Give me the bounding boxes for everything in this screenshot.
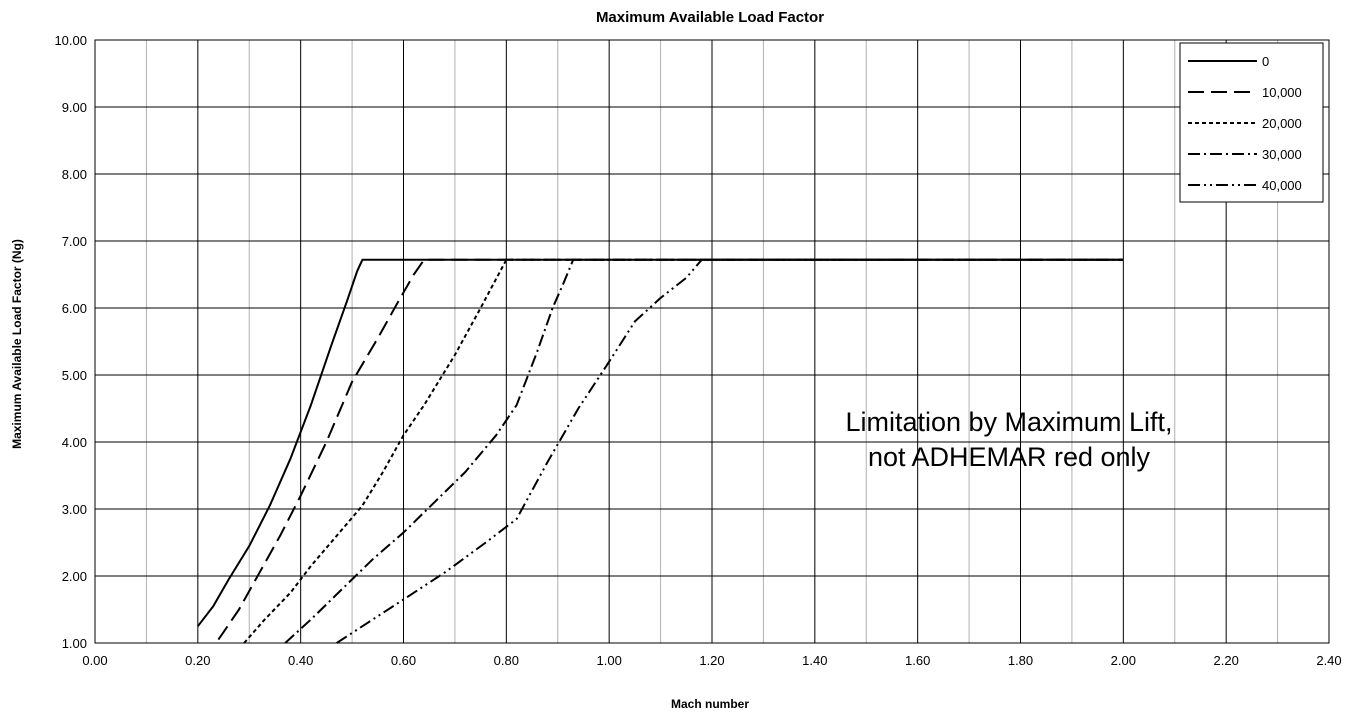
y-tick-labels: 1.00 2.00 3.00 4.00 5.00 6.00 7.00 8.00 9.00 10.0… <box>54 33 87 651</box>
plot-frame <box>94 39 1330 644</box>
legend-label: 40,000 <box>1262 178 1302 193</box>
x-axis-label: Mach number <box>671 697 749 711</box>
x-tick-label: 2.40 <box>1316 653 1341 668</box>
x-tick-label: 0.80 <box>494 653 519 668</box>
y-tick-label: 6.00 <box>62 301 87 316</box>
x-tick-label: 1.40 <box>802 653 827 668</box>
series-line-4 <box>284 258 1124 644</box>
legend: 0 10,000 20,000 30,000 40,000 <box>1179 42 1324 203</box>
series-line-2 <box>217 258 1124 641</box>
y-tick-label: 4.00 <box>62 435 87 450</box>
y-tick-label: 1.00 <box>62 636 87 651</box>
legend-label: 20,000 <box>1262 116 1302 131</box>
chart-title: Maximum Available Load Factor <box>596 9 824 26</box>
x-tick-label: 0.40 <box>288 653 313 668</box>
annotation-line-1: Limitation by Maximum Lift, <box>845 407 1172 437</box>
series-line-1 <box>197 258 1124 627</box>
x-tick-label: 0.60 <box>391 653 416 668</box>
grid-major <box>95 40 1329 643</box>
annotation: Limitation by Maximum Lift, not ADHEMAR … <box>845 407 1172 472</box>
x-tick-label: 1.00 <box>597 653 622 668</box>
series-line-5 <box>336 258 1124 644</box>
legend-label: 10,000 <box>1262 85 1302 100</box>
series-lines <box>197 258 1124 644</box>
x-tick-labels: 0.00 0.20 0.40 0.60 0.80 1.00 1.20 1.40 1.60 1.80… <box>82 653 1341 668</box>
x-tick-label: 2.20 <box>1214 653 1239 668</box>
x-tick-label: 0.00 <box>82 653 107 668</box>
x-tick-label: 1.60 <box>905 653 930 668</box>
y-tick-label: 10.00 <box>54 33 87 48</box>
y-tick-label: 3.00 <box>62 502 87 517</box>
x-tick-label: 1.80 <box>1008 653 1033 668</box>
legend-label: 0 <box>1262 54 1269 69</box>
y-tick-label: 9.00 <box>62 100 87 115</box>
annotation-line-2: not ADHEMAR red only <box>868 442 1151 472</box>
legend-label: 30,000 <box>1262 147 1302 162</box>
y-tick-label: 7.00 <box>62 234 87 249</box>
y-tick-label: 2.00 <box>62 569 87 584</box>
y-tick-label: 8.00 <box>62 167 87 182</box>
x-tick-label: 1.20 <box>699 653 724 668</box>
y-axis-label: Maximum Available Load Factor (Ng) <box>10 239 24 449</box>
x-tick-label: 0.20 <box>185 653 210 668</box>
y-tick-label: 5.00 <box>62 368 87 383</box>
series-line-3 <box>243 258 1124 644</box>
x-tick-label: 2.00 <box>1111 653 1136 668</box>
